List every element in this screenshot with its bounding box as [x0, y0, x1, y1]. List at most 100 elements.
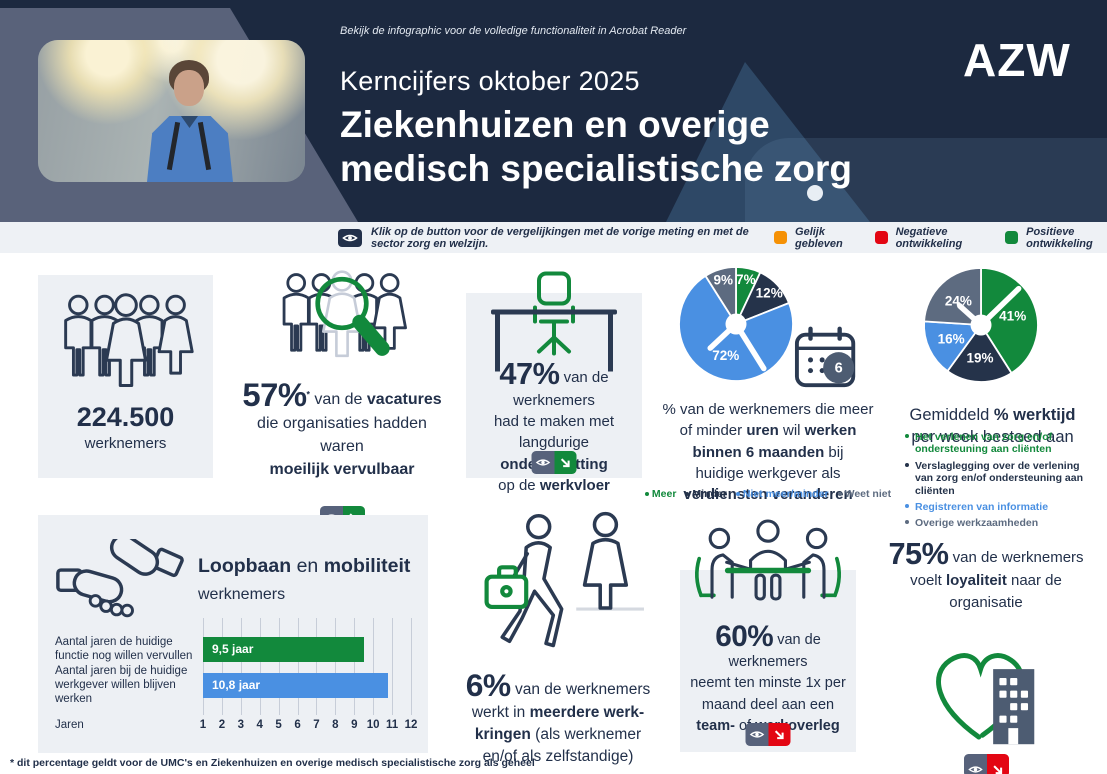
vacancies-text: 57%* van de vacatures die organisaties ha…	[242, 376, 442, 479]
bar-category-label: Aantal jaren bij de huidige werkgever wi…	[55, 664, 188, 706]
pie-center	[725, 313, 747, 335]
vacancy-magnifier-people-icon	[282, 270, 407, 358]
x-tick-label: 6	[294, 719, 301, 731]
bar-chart-xlabel: Jaren	[55, 719, 84, 731]
legend-color-square	[774, 231, 788, 244]
stat-hours-change: 7% 12% 72% 9% 6 % van de werknemers die mee…	[640, 258, 896, 508]
azw-logo: AZW	[963, 34, 1071, 86]
pie-legend-worktime: Het verlenen van zorg en/of ondersteunin…	[905, 431, 1097, 534]
x-tick-label: 10	[366, 719, 380, 731]
briefcase-icon	[484, 565, 529, 610]
chart-legend-label: Verslaglegging over de verlening van zor…	[915, 459, 1084, 497]
legend-dot	[905, 434, 909, 438]
chart-legend-item: Weet niet	[837, 488, 892, 500]
legend-dot	[905, 520, 909, 525]
photo-face	[174, 70, 204, 106]
x-tick-label: 1	[199, 719, 207, 731]
workers-value: 224.500	[76, 402, 175, 432]
stat-vacancies: 57%* van de vacatures die organisaties ha…	[236, 268, 448, 530]
header: Bekijk de infographic voor de volledige …	[0, 0, 1107, 222]
chart-legend-item: Overige werkzaamheden	[905, 517, 1097, 529]
eye-icon	[531, 451, 555, 474]
standing-person-icon	[582, 511, 629, 610]
bar-value-label: 10,8 jaar	[212, 678, 261, 692]
gridline	[221, 618, 223, 715]
card-career: Loopbaan en mobiliteit werknemers Aantal …	[38, 515, 428, 753]
compare-button-loyalty[interactable]	[963, 754, 1009, 774]
gridline	[203, 618, 204, 715]
chart-legend-label: Meer	[651, 488, 677, 500]
chart-legend-label: Weet niet	[844, 488, 892, 500]
bar-chart: 9,5 jaar 10,8 jaar	[203, 618, 412, 715]
gridline	[297, 618, 299, 715]
hours-change-text: % van de werknemers die meer of minder ur…	[662, 401, 874, 504]
workers-label: werknemers	[84, 435, 167, 452]
pie-slice-label: 19%	[966, 351, 993, 366]
legend-dot	[905, 462, 909, 467]
x-tick-label: 12	[404, 719, 418, 731]
legend-color-square	[874, 231, 888, 244]
pie-slice-label: 41%	[999, 308, 1026, 323]
handshake-icon	[56, 539, 184, 618]
worktime-title: Gemiddeld % werktijd per week besteed aan	[909, 405, 1076, 446]
legend-dot	[735, 492, 740, 496]
card-workers: 224.500 werknemers	[38, 275, 213, 478]
pie-slice	[923, 320, 982, 372]
title-line2: medisch specialistische zorg	[340, 147, 853, 189]
pie-slice-label: 7%	[736, 272, 756, 287]
heart-building-icon	[936, 653, 1035, 745]
meetings-text: 60% van de werknemers neemt ten minste 1x…	[690, 620, 846, 735]
x-tick-label: 11	[385, 719, 399, 731]
compare-button-meetings[interactable]	[745, 723, 791, 746]
bar-chart-ticks: 1 2 3 4 5 6 7 8 9 10 11 12	[199, 719, 418, 733]
card-meetings: 60% van de werknemers neemt ten minste 1x…	[680, 570, 856, 752]
x-tick-label: 7	[313, 719, 320, 731]
stat-loyalty: 75% van de werknemers voelt loyaliteit na…	[880, 524, 1092, 774]
chart-legend-item: Minder	[685, 488, 727, 500]
legend-item: Positieve ontwikkeling	[1005, 226, 1107, 250]
compare-button-understaffing[interactable]	[531, 451, 577, 474]
chart-legend-label: Het verlenen van zorg en/of ondersteunin…	[915, 431, 1053, 456]
gridline	[259, 618, 261, 715]
legend-item: Negatieve ontwikkeling	[874, 226, 980, 250]
pie-center	[970, 314, 992, 336]
chart-legend-label: Niet meer/minder	[742, 488, 829, 500]
pie-slice-label: 72%	[712, 348, 739, 363]
kicker: Kerncijfers oktober 2025	[340, 66, 640, 96]
header-dot-decoration	[807, 185, 823, 201]
pie-slice	[704, 266, 737, 325]
pie-slice-label: 9%	[714, 273, 734, 288]
bar: 9,5 jaar	[203, 637, 364, 662]
stat-worktime: 41% 19% 16% 24% Gemiddeld % werktijd per wee…	[885, 259, 1100, 529]
gridline	[278, 618, 280, 715]
legend-dot	[685, 492, 690, 496]
legend-bar: Klik op de button voor de vergelijkingen…	[0, 222, 1107, 253]
bar-category-label: Aantal jaren de huidige functie nog will…	[55, 635, 193, 662]
people-group-icon	[63, 293, 194, 388]
x-tick-label: 4	[256, 719, 263, 731]
gridline	[392, 618, 394, 715]
bar-value-label: 9,5 jaar	[212, 642, 254, 656]
calendar-icon: 6	[794, 326, 856, 388]
gridline	[411, 618, 412, 715]
meeting-table-icon	[695, 519, 841, 601]
bar: 10,8 jaar	[203, 673, 389, 698]
pie-slice-label: 12%	[756, 285, 783, 300]
eye-button[interactable]	[338, 228, 362, 247]
gridline	[354, 618, 356, 715]
gridline	[335, 618, 337, 715]
photo-healthcare-worker	[38, 40, 305, 182]
pie-slice	[946, 324, 1013, 383]
header-panel-decoration	[745, 138, 1107, 222]
acrobat-note: Bekijk de infographic voor de volledige …	[340, 25, 687, 37]
pie-chart-hours-change: 7%12% 72% 9%	[678, 266, 794, 382]
legend-item: Gelijk gebleven	[774, 226, 849, 250]
chart-legend-item: Registreren van informatie	[905, 501, 1097, 513]
legend-items: Gelijk gebleven Negatieve ontwikkeling Pos…	[774, 226, 1107, 250]
trend-down-arrow-icon	[986, 754, 1009, 774]
legend-color-square	[1005, 231, 1019, 244]
trend-down-arrow-icon	[554, 451, 577, 474]
building-icon	[993, 669, 1035, 745]
legend-item-label: Gelijk gebleven	[795, 225, 843, 250]
legend-item-label: Positieve ontwikkeling	[1026, 225, 1093, 250]
